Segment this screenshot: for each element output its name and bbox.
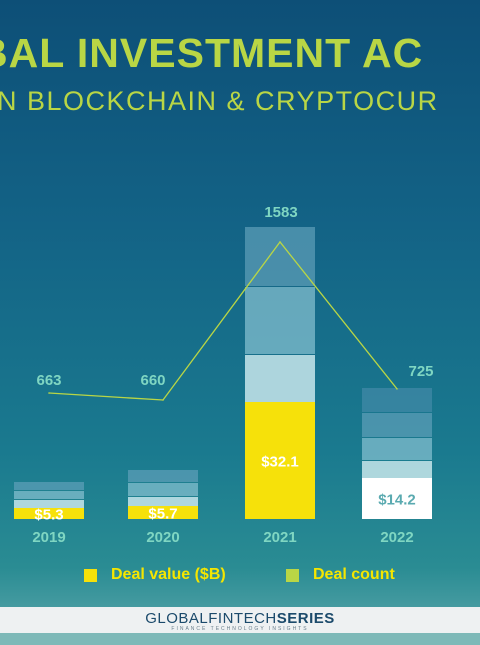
footer-strip bbox=[0, 633, 480, 645]
bar-2019-layer-1 bbox=[14, 500, 84, 508]
bar-2021-layer-1 bbox=[245, 355, 315, 402]
footer-brand: GLOBALFINTECHSERIES bbox=[0, 610, 480, 627]
legend: Deal value ($B) Deal count bbox=[0, 566, 480, 588]
deal-count-point-2021 bbox=[279, 241, 281, 243]
bar-2020-layer-3 bbox=[128, 470, 198, 482]
bar-2019-layer-2 bbox=[14, 491, 84, 499]
bar-2021-layer-2 bbox=[245, 287, 315, 354]
legend-swatch-deal-value bbox=[84, 568, 97, 582]
x-tick-2019: 2019 bbox=[32, 529, 65, 546]
bar-2019-layer-3 bbox=[14, 482, 84, 490]
legend-item-deal-count: Deal count bbox=[286, 566, 395, 584]
chart: $5.3 2019 $5.7 2020 $32.1 2021 $14.2 2022 663 660… bbox=[14, 204, 434, 546]
bar-2020-layer-2 bbox=[128, 483, 198, 496]
bar-2021 bbox=[245, 402, 315, 519]
footer: GLOBALFINTECHSERIES FINANCE TECHNOLOGY I… bbox=[0, 607, 480, 633]
bar-value-label-2022: $14.2 bbox=[378, 492, 416, 509]
bar-value-label-2021: $32.1 bbox=[261, 454, 299, 471]
x-tick-2022: 2022 bbox=[380, 529, 413, 546]
footer-tagline: FINANCE TECHNOLOGY INSIGHTS bbox=[171, 626, 309, 632]
deal-count-label-2021: 1583 bbox=[264, 204, 297, 221]
x-tick-2021: 2021 bbox=[263, 529, 296, 546]
legend-item-deal-value: Deal value ($B) bbox=[84, 566, 226, 584]
bar-value-label-2020: $5.7 bbox=[148, 506, 177, 523]
bar-2022-layer-3 bbox=[362, 413, 432, 437]
deal-count-label-2019: 663 bbox=[36, 372, 61, 389]
bar-2022-layer-2 bbox=[362, 438, 432, 460]
bar-2020-layer-1 bbox=[128, 497, 198, 506]
deal-count-point-2019 bbox=[48, 392, 50, 394]
legend-label-deal-count: Deal count bbox=[313, 566, 395, 583]
deal-count-point-2022 bbox=[396, 388, 398, 390]
x-tick-2020: 2020 bbox=[146, 529, 179, 546]
bar-2019 bbox=[14, 508, 84, 519]
deal-count-point-2020 bbox=[162, 399, 164, 401]
bar-2022-layer-1 bbox=[362, 461, 432, 478]
legend-label-deal-value: Deal value ($B) bbox=[111, 566, 226, 583]
bar-2022 bbox=[362, 478, 432, 519]
footer-brand-part2: SERIES bbox=[276, 610, 335, 627]
bar-2022-layer-4 bbox=[362, 388, 432, 412]
deal-count-label-2020: 660 bbox=[140, 372, 165, 389]
deal-count-label-2022: 725 bbox=[408, 363, 433, 380]
page-subtitle: IN BLOCKCHAIN & CRYPTOCUR bbox=[0, 86, 439, 116]
bar-2020 bbox=[128, 506, 198, 519]
page-title: BAL INVESTMENT AC bbox=[0, 30, 424, 76]
bar-value-label-2019: $5.3 bbox=[34, 507, 63, 524]
bar-2021-layer-3 bbox=[245, 227, 315, 286]
legend-swatch-deal-count bbox=[286, 568, 299, 582]
footer-brand-part1: GLOBALFINTECH bbox=[145, 610, 277, 627]
deal-count-line bbox=[48, 240, 398, 401]
